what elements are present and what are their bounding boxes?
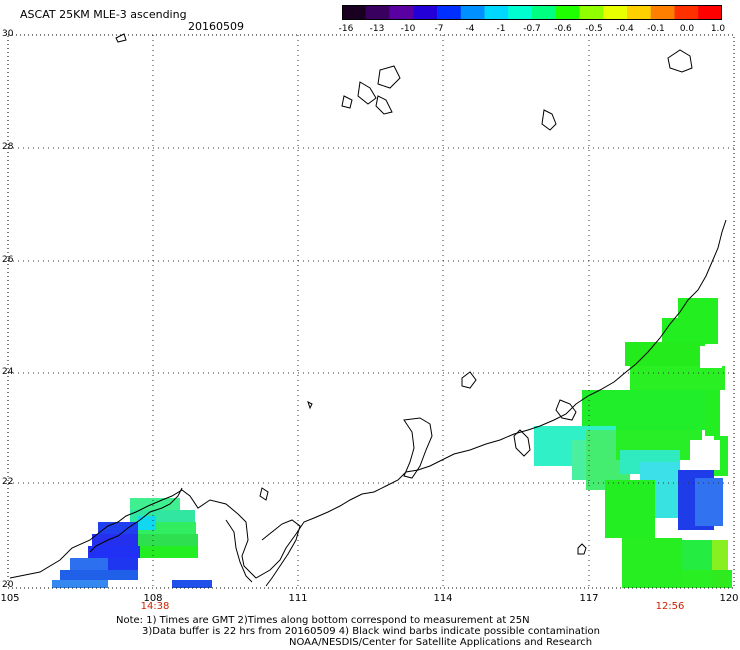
colorbar-swatch [698, 5, 722, 20]
footnote-line-3: NOAA/NESDIS/Center for Satellite Applica… [289, 637, 593, 648]
colorbar-border [342, 5, 722, 20]
colorbar-swatch [460, 5, 485, 20]
colorbar-swatch [603, 5, 628, 20]
colorbar-tick-label: -0.4 [616, 24, 634, 34]
colorbar-tick-labels: -16 -13 -10 -7 -4 -1 -0.7 -0.6 -0.5 -0.4 -0.1 0.0 1.… [338, 24, 726, 36]
colorbar-tick-label: -13 [369, 24, 385, 34]
colorbar-swatch [627, 5, 652, 20]
lat-label-20: 20 [2, 580, 14, 590]
wind-data-patches [52, 298, 732, 588]
colorbar-swatch [484, 5, 509, 20]
colorbar-swatch [342, 5, 367, 20]
colorbar-swatch [437, 5, 462, 20]
colorbar-tick-label: -0.5 [585, 24, 603, 34]
colorbar-tick-label: -1 [496, 24, 506, 34]
map-date: 20160509 [188, 20, 244, 33]
colorbar-swatch [532, 5, 557, 20]
lat-label-26: 26 [2, 255, 14, 265]
colorbar-tick-label: -4 [465, 24, 475, 34]
colorbar-tick-label: -0.6 [554, 24, 572, 34]
lon-label-105: 105 [0, 593, 20, 604]
lon-label-117: 117 [579, 593, 599, 604]
colorbar-tick-label: 1.0 [710, 24, 726, 34]
colorbar-swatch [650, 5, 675, 20]
lon-label-111: 111 [288, 593, 308, 604]
colorbar-swatch [674, 5, 699, 20]
colorbar-swatch [555, 5, 580, 20]
lon-label-108: 108 [143, 593, 163, 604]
colorbar-tick-label: -16 [338, 24, 354, 34]
footnote-line-2: 3)Data buffer is 22 hrs from 20160509 4)… [142, 626, 600, 637]
lon-label-114: 114 [433, 593, 453, 604]
lat-label-24: 24 [2, 367, 14, 377]
lon-label-120: 120 [719, 593, 739, 604]
map-title: ASCAT 25KM MLE-3 ascending [20, 8, 187, 21]
coastline [9, 33, 727, 587]
colorbar-swatch [389, 5, 414, 20]
colorbar-tick-label: -0.7 [523, 24, 541, 34]
colorbar-swatch [579, 5, 604, 20]
colorbar-tick-label: 0.0 [679, 24, 695, 34]
footnote-line-1: Note: 1) Times are GMT 2)Times along bot… [116, 615, 530, 626]
lat-label-22: 22 [2, 477, 14, 487]
pass-time-east: 12:56 [655, 601, 685, 612]
colorbar-tick-label: -7 [434, 24, 444, 34]
lat-label-30: 30 [2, 29, 14, 39]
colorbar-tick-label: -0.1 [647, 24, 665, 34]
colorbar-swatch [413, 5, 438, 20]
graticule [8, 35, 734, 588]
lat-label-28: 28 [2, 142, 14, 152]
pass-time-west: 14:38 [140, 601, 170, 612]
colorbar-swatch [365, 5, 390, 20]
colorbar-tick-label: -10 [400, 24, 416, 34]
colorbar [342, 5, 722, 20]
colorbar-swatch [508, 5, 533, 20]
